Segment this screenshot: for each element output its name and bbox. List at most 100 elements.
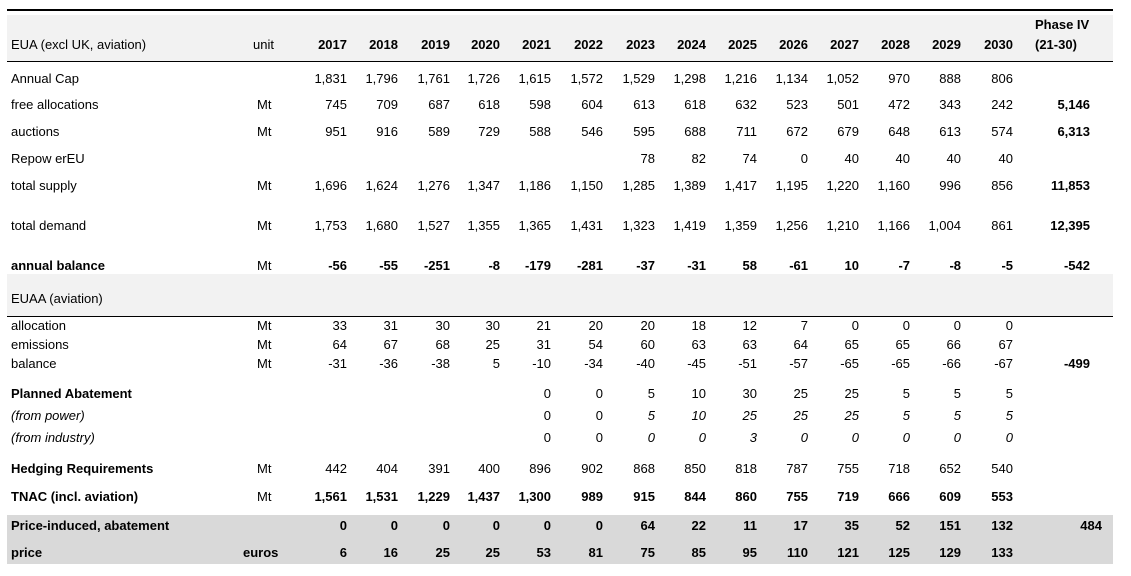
value-cell: 1,323	[622, 218, 655, 233]
value-cell: 64	[640, 518, 655, 533]
value-cell: 68	[435, 337, 450, 352]
value-cell: 81	[588, 545, 603, 560]
value-cell: 472	[888, 97, 910, 112]
value-cell: 1,186	[518, 178, 551, 193]
value-cell: 0	[442, 518, 450, 533]
value-cell: 0	[902, 430, 910, 445]
phase-total-cell: -499	[1063, 356, 1090, 371]
value-cell: 0	[492, 518, 500, 533]
value-cell: 5	[902, 408, 910, 423]
value-cell: 970	[888, 71, 910, 86]
value-cell: 604	[581, 97, 603, 112]
value-cell: 1,529	[622, 71, 655, 86]
row-label: price	[11, 545, 43, 560]
header-background	[7, 15, 1113, 61]
value-cell: 6	[339, 545, 347, 560]
value-cell: 902	[581, 461, 603, 476]
value-cell: 632	[735, 97, 757, 112]
row-unit: Mt	[257, 489, 272, 504]
value-cell: 1,300	[518, 489, 551, 504]
value-cell: 5	[953, 386, 961, 401]
phase-range: (21-30)	[1035, 37, 1077, 52]
value-cell: 0	[1005, 318, 1013, 333]
value-cell: 711	[736, 124, 757, 139]
value-cell: -8	[949, 258, 961, 273]
value-cell: -281	[576, 258, 603, 273]
row-unit: Mt	[257, 337, 272, 352]
value-cell: 687	[428, 97, 450, 112]
row-label: free allocations	[11, 97, 99, 112]
year-header: 2028	[881, 37, 910, 52]
value-cell: 132	[991, 518, 1013, 533]
value-cell: 52	[895, 518, 910, 533]
value-cell: -31	[328, 356, 347, 371]
value-cell: 755	[786, 489, 808, 504]
value-cell: 74	[742, 151, 757, 166]
value-cell: 718	[888, 461, 910, 476]
value-cell: 729	[478, 124, 500, 139]
row-label: Repow erEU	[11, 151, 85, 166]
value-cell: 688	[684, 124, 706, 139]
value-cell: 719	[837, 489, 859, 504]
value-cell: 5	[492, 356, 500, 371]
row-label: total supply	[11, 178, 77, 193]
row-label: Hedging Requirements	[11, 461, 154, 476]
value-cell: 54	[588, 337, 603, 352]
value-cell: 0	[851, 318, 859, 333]
value-cell: 540	[991, 461, 1013, 476]
value-cell: 1,166	[877, 218, 910, 233]
value-cell: 856	[991, 178, 1013, 193]
value-cell: 888	[939, 71, 961, 86]
value-cell: -37	[636, 258, 655, 273]
value-cell: -51	[738, 356, 757, 371]
value-cell: 609	[939, 489, 961, 504]
year-header: 2018	[369, 37, 398, 52]
value-cell: 672	[786, 124, 808, 139]
value-cell: 22	[691, 518, 706, 533]
year-header: 2017	[318, 37, 347, 52]
year-header: 2025	[728, 37, 757, 52]
value-cell: 1,831	[314, 71, 347, 86]
value-cell: 30	[742, 386, 757, 401]
value-cell: 0	[902, 318, 910, 333]
year-header: 2019	[421, 37, 450, 52]
value-cell: 523	[786, 97, 808, 112]
value-cell: 404	[376, 461, 398, 476]
value-cell: 151	[939, 518, 961, 533]
value-cell: -31	[687, 258, 706, 273]
value-cell: 121	[837, 545, 859, 560]
value-cell: 1,437	[467, 489, 500, 504]
value-cell: 63	[691, 337, 706, 352]
value-cell: 40	[844, 151, 859, 166]
row-label: (from industry)	[11, 430, 95, 445]
value-cell: -55	[379, 258, 398, 273]
year-header: 2024	[677, 37, 706, 52]
value-cell: 1,256	[775, 218, 808, 233]
value-cell: 242	[991, 97, 1013, 112]
value-cell: 66	[946, 337, 961, 352]
value-cell: 1,285	[622, 178, 655, 193]
value-cell: 25	[793, 386, 808, 401]
euaa-section-background	[7, 274, 1113, 316]
phase-label: Phase IV	[1035, 17, 1090, 32]
value-cell: 787	[786, 461, 808, 476]
value-cell: 65	[895, 337, 910, 352]
value-cell: 133	[991, 545, 1013, 560]
value-cell: 0	[800, 151, 808, 166]
value-cell: 806	[991, 71, 1013, 86]
value-cell: 1,417	[724, 178, 757, 193]
value-cell: 755	[837, 461, 859, 476]
value-cell: 129	[939, 545, 961, 560]
top-border	[7, 9, 1113, 11]
value-cell: 0	[953, 430, 961, 445]
value-cell: -65	[891, 356, 910, 371]
row-unit: Mt	[257, 356, 272, 371]
value-cell: 0	[543, 518, 551, 533]
value-cell: 989	[581, 489, 603, 504]
value-cell: 21	[536, 318, 551, 333]
header-unit: unit	[253, 37, 274, 52]
value-cell: 951	[325, 124, 347, 139]
value-cell: 0	[800, 430, 808, 445]
value-cell: 0	[543, 386, 551, 401]
value-cell: 1,431	[570, 218, 603, 233]
